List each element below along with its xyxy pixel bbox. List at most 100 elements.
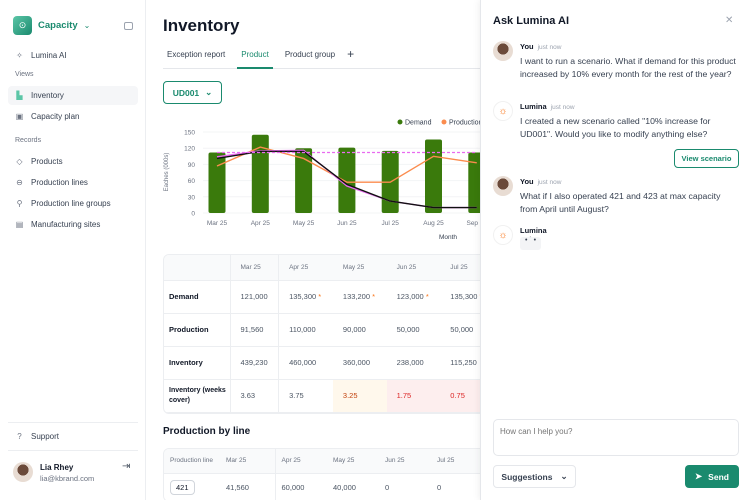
changed-marker-icon: * — [480, 292, 481, 301]
cell: 91,560 — [230, 313, 280, 347]
collapse-sidebar-icon[interactable] — [124, 22, 133, 30]
cell-value: 135,300 — [450, 292, 478, 301]
close-icon[interactable]: ✕ — [725, 15, 734, 26]
x-tick-label: Jul 25 — [382, 220, 400, 227]
header-cell: May 25 — [332, 255, 387, 281]
table-row: Inventory (weeks cover) 3.63 3.75 3.25 1… — [164, 379, 480, 413]
nav-label: Capacity plan — [31, 112, 80, 121]
cell: 421 — [164, 473, 220, 500]
message-author: You just now — [520, 42, 561, 51]
chevron-down-icon: ⌄ — [205, 87, 213, 97]
cell-value: 135,300 — [289, 292, 317, 301]
sidebar-item-lumina-ai[interactable]: ✧ Lumina AI — [8, 46, 138, 65]
cell: 41,560 — [220, 473, 276, 500]
sidebar-item-inventory[interactable]: ▙ Inventory — [8, 86, 138, 105]
header-cell: Jul 25 — [440, 255, 480, 281]
header-cell — [164, 255, 231, 281]
chat-title: Ask Lumina AI — [493, 15, 569, 27]
production-line — [216, 146, 477, 183]
chat-panel: Ask Lumina AI ✕ You just now I want to ru… — [480, 0, 750, 500]
cell: 135,300 * — [440, 280, 481, 314]
header-cell: Production line — [164, 449, 220, 474]
production-by-line-table: Production line Mar 25 Apr 25 May 25 Jun… — [163, 448, 480, 500]
changed-marker-icon: * — [425, 292, 429, 301]
sidebar-item-manufacturing-sites[interactable]: ▤ Manufacturing sites — [8, 215, 138, 234]
main-content: Inventory Exception report Product Produ… — [146, 0, 480, 500]
logout-icon[interactable]: ⇥ — [122, 461, 131, 472]
nav-label: Support — [31, 432, 60, 441]
tab-product-group[interactable]: Product group — [284, 50, 336, 59]
workspace-switcher[interactable]: ⊙ Capacity ⌄ — [13, 16, 90, 35]
y-tick-label: 30 — [188, 194, 196, 201]
row-label: Production — [164, 313, 231, 347]
message-time: just now — [537, 179, 562, 186]
sidebar-item-production-lines[interactable]: ⊖ Production lines — [8, 173, 138, 192]
x-tick-label: Aug 25 — [423, 220, 444, 227]
send-button[interactable]: ➤ Send — [685, 465, 739, 488]
x-tick-label: May 25 — [293, 220, 315, 227]
workspace-name: Capacity — [38, 20, 78, 31]
cell-warning: 3.25 — [332, 379, 387, 413]
x-tick-label: Jun 25 — [337, 220, 357, 227]
demand-bar — [208, 152, 226, 213]
tab-bar: Exception report Product Product group + — [163, 46, 480, 69]
production-line-icon: ⊖ — [16, 178, 23, 187]
y-tick-label: 60 — [188, 178, 196, 185]
demand-bar — [295, 148, 313, 213]
table-row: 421 41,560 60,000 40,000 0 0 — [164, 473, 480, 500]
table-row: Demand 121,000 135,300 * 133,200 * 123,0… — [164, 280, 481, 314]
message-author: You just now — [520, 177, 561, 186]
cell: 238,000 — [386, 346, 441, 380]
cell-danger: 1.75 — [386, 379, 441, 413]
row-label: Demand — [164, 280, 231, 314]
sidebar-item-production-line-groups[interactable]: ⚲ Production line groups — [8, 194, 138, 213]
capacity-plan-icon: ▣ — [15, 112, 24, 121]
cell: 0 — [437, 482, 442, 492]
section-heading-records: Records — [15, 137, 42, 144]
legend-label: Production — [449, 120, 480, 127]
header-cell: Apr 25 — [275, 449, 327, 474]
send-icon: ➤ — [695, 471, 703, 481]
tab-product[interactable]: Product — [237, 46, 273, 69]
line-chip[interactable]: 421 — [170, 479, 195, 495]
header-cell: Jun 25 — [386, 255, 441, 281]
header-cell: Mar 25 — [220, 449, 276, 474]
y-tick-label: 120 — [184, 146, 195, 153]
divider — [8, 450, 138, 451]
tab-exception-report[interactable]: Exception report — [167, 50, 226, 59]
suggestions-label: Suggestions — [501, 471, 553, 482]
nav-label: Lumina AI — [31, 51, 67, 60]
help-icon: ? — [17, 432, 22, 441]
product-select[interactable]: UD001 ⌄ — [163, 81, 222, 104]
cell: 60,000 — [281, 482, 305, 492]
changed-marker-icon: * — [318, 292, 322, 301]
cell: 110,000 — [278, 313, 333, 347]
sparkle-icon: ✧ — [16, 51, 23, 60]
sidebar-item-products[interactable]: ◇ Products — [8, 152, 138, 171]
sidebar: ⊙ Capacity ⌄ ✧ Lumina AI Views ▙ Inventory… — [0, 0, 146, 500]
cell: 50,000 — [386, 313, 441, 347]
suggestions-button[interactable]: Suggestions ⌄ — [493, 465, 576, 488]
cell: 3.75 — [278, 379, 333, 413]
page-title: Inventory — [163, 16, 240, 35]
header-cell: Mar 25 — [230, 255, 280, 281]
sidebar-item-capacity-plan[interactable]: ▣ Capacity plan — [8, 107, 138, 126]
message-time: just now — [550, 104, 575, 111]
view-scenario-button[interactable]: View scenario — [674, 149, 739, 168]
series-line — [216, 150, 477, 209]
message-time: just now — [537, 44, 562, 51]
lumina-sun-icon: ☼ — [493, 101, 513, 121]
chat-input[interactable] — [493, 419, 739, 456]
nav-label: Production lines — [31, 178, 88, 187]
cell: 50,000 — [440, 313, 480, 347]
user-avatar — [493, 176, 513, 196]
y-tick-label: 0 — [191, 211, 195, 218]
legend-marker — [397, 119, 403, 125]
sidebar-item-support[interactable]: ? Support — [8, 427, 138, 446]
user-name: Lia Rhey — [40, 463, 74, 472]
row-label: Inventory (weeks cover) — [164, 379, 231, 413]
cell: 360,000 — [332, 346, 387, 380]
add-tab-icon[interactable]: + — [347, 47, 355, 61]
user-avatar[interactable] — [13, 462, 33, 482]
author-name: You — [520, 177, 534, 186]
